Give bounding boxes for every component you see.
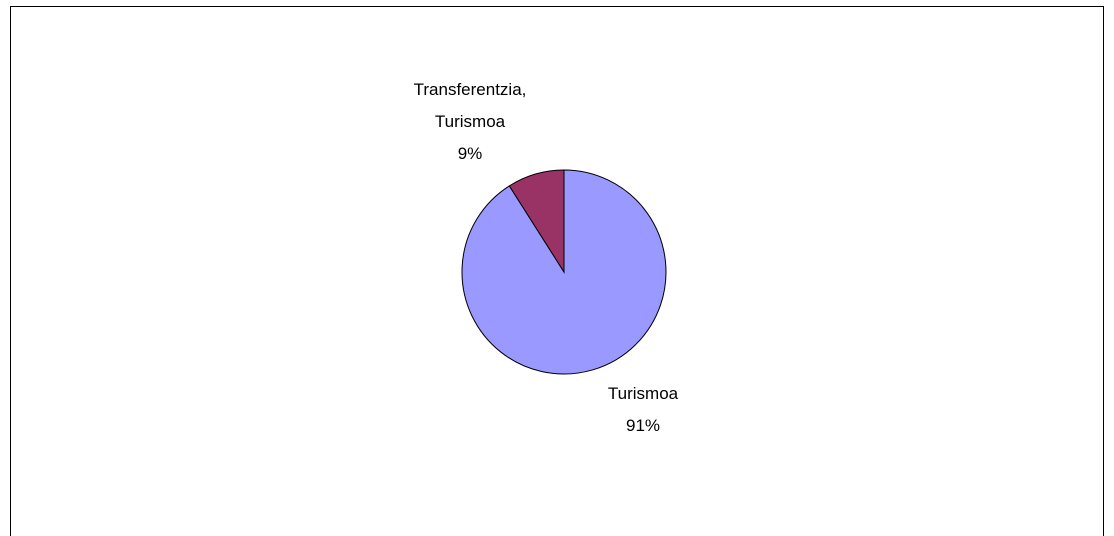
pie-slice — [508, 169, 565, 274]
slice-category: Transferentzia, Turismoa — [413, 80, 527, 131]
slice-label: Transferentzia, Turismoa 9% — [385, 74, 555, 170]
slice-label: Turismoa 91% — [558, 378, 728, 442]
slice-category: Turismoa — [607, 384, 679, 403]
slice-value: 9% — [457, 144, 483, 163]
slice-value: 91% — [625, 416, 661, 435]
